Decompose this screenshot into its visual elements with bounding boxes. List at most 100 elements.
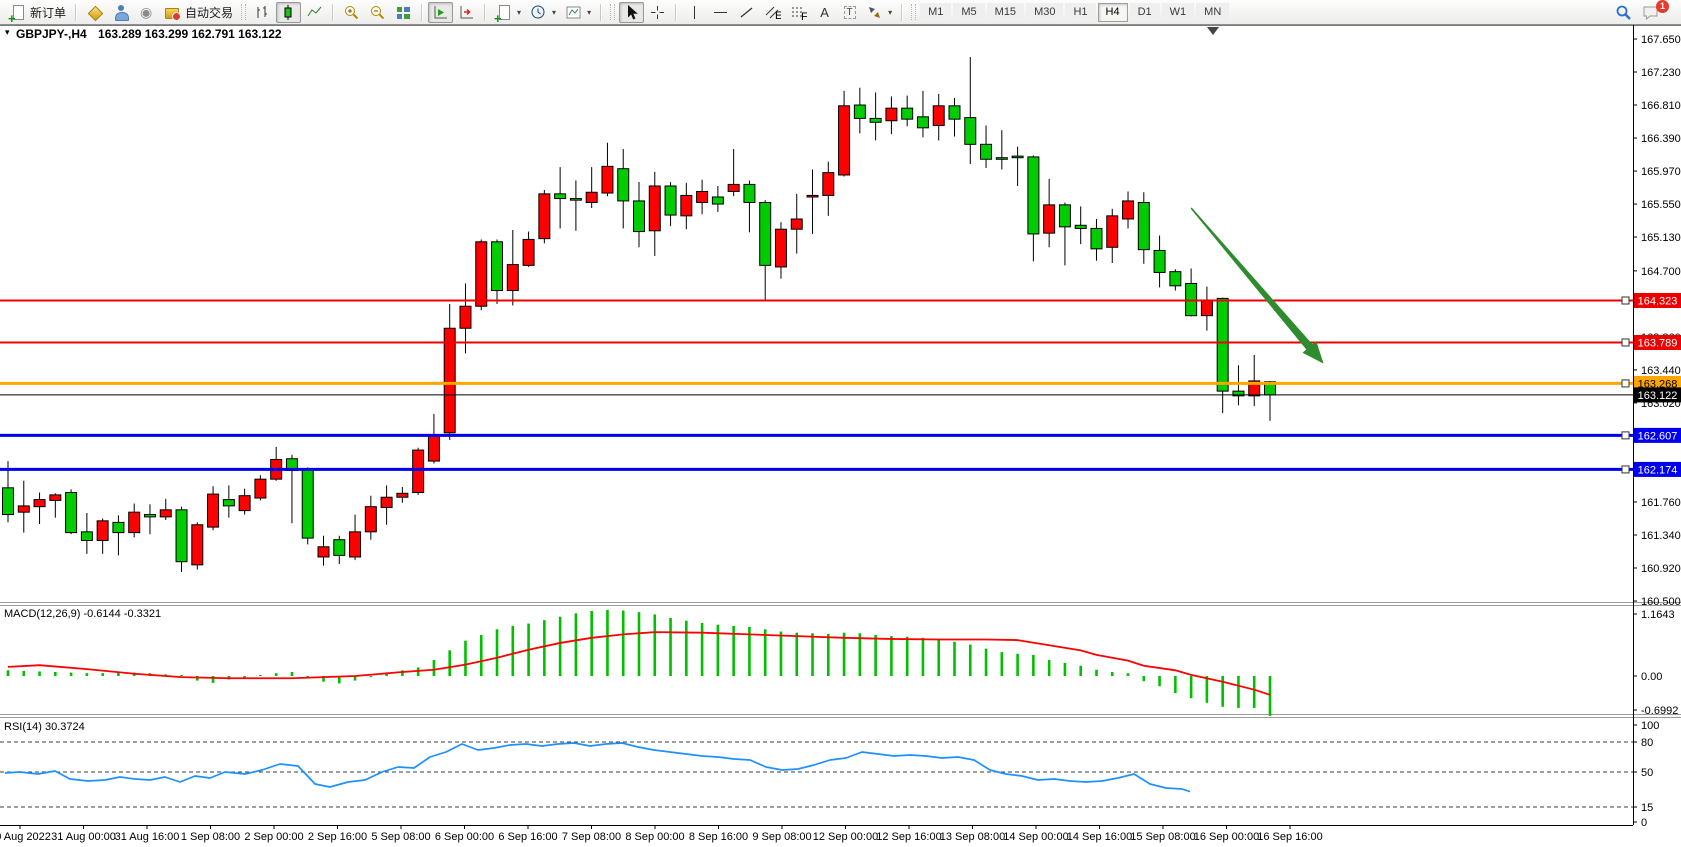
rsi-axis-label: 0 bbox=[1641, 817, 1647, 829]
zoom-in-icon bbox=[343, 4, 360, 21]
price-tag-163.789[interactable] bbox=[1634, 334, 1681, 350]
candlestick-chart-icon bbox=[280, 4, 297, 21]
line-chart-button[interactable] bbox=[302, 2, 327, 23]
rsi-axis-label: 100 bbox=[1641, 720, 1659, 732]
candle bbox=[364, 506, 377, 533]
time-tick-label: 6 Sep 00:00 bbox=[435, 831, 494, 843]
tile-windows-icon bbox=[395, 4, 412, 21]
vertical-line-tool-button[interactable] bbox=[682, 2, 707, 23]
rsi-axis-label: 15 bbox=[1641, 802, 1653, 814]
fibonacci-tool-button[interactable]: F bbox=[786, 2, 811, 23]
candle bbox=[412, 449, 425, 494]
auto-scroll-button[interactable] bbox=[428, 1, 454, 23]
indicators-button[interactable]: + ▾ bbox=[491, 2, 525, 25]
trendline-tool-button[interactable] bbox=[734, 2, 759, 23]
timeframe-button-W1[interactable]: W1 bbox=[1161, 2, 1195, 22]
chart-shift-marker[interactable] bbox=[1207, 27, 1219, 35]
navigator-button[interactable] bbox=[134, 2, 159, 23]
price-tag-162.607[interactable] bbox=[1634, 427, 1681, 443]
toolbar: + 新订单 自动交易 bbox=[0, 0, 1681, 25]
price-line-handle[interactable] bbox=[1621, 338, 1630, 347]
market-watch-button[interactable] bbox=[82, 2, 107, 23]
auto-scroll-icon bbox=[432, 4, 449, 21]
price-tag-163.122[interactable] bbox=[1634, 387, 1681, 403]
bar-chart-button[interactable] bbox=[250, 2, 275, 23]
timeframe-button-MN[interactable]: MN bbox=[1196, 2, 1230, 22]
timeframe-button-M5[interactable]: M5 bbox=[953, 2, 985, 22]
price-tick-label: 161.340 bbox=[1641, 530, 1681, 542]
text-label-tool-button[interactable]: T bbox=[838, 2, 861, 23]
price-tag-164.323[interactable] bbox=[1634, 293, 1681, 309]
price-line-handle[interactable] bbox=[1621, 431, 1630, 440]
candle bbox=[759, 201, 772, 266]
chart-shift-button[interactable] bbox=[454, 2, 479, 23]
toolbar-separator bbox=[332, 3, 335, 21]
time-tick-label: 2 Sep 16:00 bbox=[308, 831, 367, 843]
chat-icon[interactable]: 1 bbox=[1642, 0, 1669, 21]
timeframe-button-D1[interactable]: D1 bbox=[1129, 2, 1160, 22]
text-tool-button[interactable]: A bbox=[812, 2, 837, 23]
candle bbox=[569, 198, 582, 201]
candlestick-chart-button[interactable] bbox=[276, 1, 302, 23]
candle bbox=[317, 546, 330, 558]
text-label-icon: T bbox=[843, 5, 856, 19]
timeframe-button-H1[interactable]: H1 bbox=[1065, 2, 1096, 22]
candle bbox=[916, 116, 929, 129]
candle bbox=[853, 104, 866, 119]
autotrading-button[interactable]: 自动交易 bbox=[160, 2, 237, 23]
candle bbox=[964, 117, 977, 145]
candle bbox=[1043, 204, 1056, 234]
zoom-out-button[interactable] bbox=[365, 2, 390, 23]
timeframe-button-M15[interactable]: M15 bbox=[986, 2, 1025, 22]
candle bbox=[1216, 297, 1229, 392]
crosshair-tool-button[interactable] bbox=[645, 2, 670, 23]
price-tag-163.268[interactable] bbox=[1634, 375, 1681, 391]
data-window-button[interactable] bbox=[108, 2, 133, 23]
candle bbox=[696, 190, 709, 203]
timeframe-button-M1[interactable]: M1 bbox=[920, 2, 952, 22]
arrows-tool-button[interactable]: ▾ bbox=[862, 2, 896, 23]
search-icon[interactable] bbox=[1615, 4, 1632, 21]
svg-text:F: F bbox=[801, 11, 807, 21]
candle bbox=[65, 492, 78, 534]
templates-button[interactable]: ▾ bbox=[561, 2, 595, 23]
price-tick-label: 163.440 bbox=[1641, 365, 1681, 377]
candle bbox=[222, 499, 235, 507]
new-order-icon: + bbox=[8, 4, 26, 25]
tile-windows-button[interactable] bbox=[391, 2, 416, 23]
trend-arrow[interactable] bbox=[1190, 207, 1324, 364]
channel-tool-button[interactable]: E bbox=[760, 2, 785, 23]
horizontal-line-tool-button[interactable] bbox=[708, 2, 733, 23]
timeframe-button-H4[interactable]: H4 bbox=[1097, 2, 1128, 22]
time-tick-label: 15 Sep 08:00 bbox=[1130, 831, 1195, 843]
time-tick-label: 31 Aug 16:00 bbox=[115, 831, 180, 843]
price-tag-162.174[interactable] bbox=[1634, 461, 1681, 477]
chevron-down-icon: ▾ bbox=[888, 7, 893, 17]
candle bbox=[1106, 215, 1119, 248]
chart-title: GBPJPY-,H4 163.289 163.299 162.791 163.1… bbox=[16, 27, 282, 41]
price-line-handle[interactable] bbox=[1621, 379, 1630, 388]
time-tick-label: 9 Sep 08:00 bbox=[752, 831, 811, 843]
toolbar-grip bbox=[911, 4, 917, 20]
candle bbox=[806, 194, 819, 198]
timeframe-button-M30[interactable]: M30 bbox=[1026, 2, 1064, 22]
time-tick-label: 6 Sep 16:00 bbox=[498, 831, 557, 843]
price-line-handle[interactable] bbox=[1621, 465, 1630, 474]
candle bbox=[159, 509, 172, 518]
periods-button[interactable]: ▾ bbox=[526, 2, 560, 23]
candle bbox=[727, 183, 740, 192]
candle bbox=[648, 185, 661, 232]
candle bbox=[175, 509, 188, 563]
candle bbox=[207, 493, 220, 528]
new-order-button[interactable]: + 新订单 bbox=[5, 2, 70, 25]
time-tick-label: 7 Sep 08:00 bbox=[562, 831, 621, 843]
price-line-handle[interactable] bbox=[1621, 296, 1630, 305]
candle bbox=[1169, 271, 1182, 287]
zoom-in-button[interactable] bbox=[339, 2, 364, 23]
gold-chart-icon bbox=[86, 4, 103, 21]
time-tick-label: 1 Sep 08:00 bbox=[181, 831, 240, 843]
cursor-tool-button[interactable] bbox=[619, 1, 645, 23]
price-tick-label: 167.230 bbox=[1641, 67, 1681, 79]
